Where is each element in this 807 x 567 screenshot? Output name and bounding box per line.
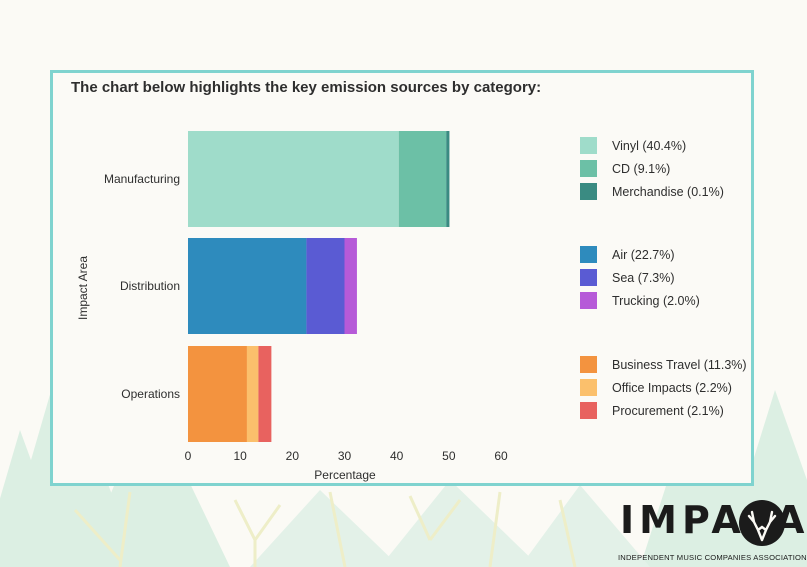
x-tick-label: 40 [390, 449, 404, 463]
antelope-icon [739, 500, 785, 546]
legend-label: Vinyl (40.4%) [612, 139, 686, 153]
legend-swatch [580, 160, 597, 177]
emissions-chart: Manufacturing Vinyl (40.4%) CD (9.1%) Merch… [76, 131, 747, 482]
legend-label: Air (22.7%) [612, 248, 675, 262]
bar-segment [188, 238, 307, 334]
x-tick-label: 0 [185, 449, 192, 463]
category-label: Operations [121, 387, 180, 401]
logo-subtitle: INDEPENDENT MUSIC COMPANIES ASSOCIATION [618, 553, 807, 562]
bar-segment [306, 238, 345, 334]
legend-label: CD (9.1%) [612, 162, 670, 176]
legend-label: Office Impacts (2.2%) [612, 381, 732, 395]
y-axis-label: Impact Area [76, 256, 90, 320]
legend-label: Trucking (2.0%) [612, 294, 700, 308]
legend-swatch [580, 292, 597, 309]
category-label: Manufacturing [104, 172, 180, 186]
bar-segment [188, 346, 247, 442]
bar-segment [446, 131, 450, 227]
legend-swatch [580, 246, 597, 263]
legend-swatch [580, 269, 597, 286]
chart-heading: The chart below highlights the key emiss… [71, 79, 542, 96]
x-tick-label: 50 [442, 449, 456, 463]
x-axis-label: Percentage [314, 468, 376, 482]
legend-label: Sea (7.3%) [612, 271, 675, 285]
impala-logo: IMPALA INDEPENDENT MUSIC COMPANIES ASSOC… [618, 496, 807, 564]
legend-swatch [580, 183, 597, 200]
category-label: Distribution [120, 279, 180, 293]
x-tick-label: 20 [286, 449, 300, 463]
legend-swatch [580, 137, 597, 154]
legend-swatch [580, 379, 597, 396]
legend-label: Procurement (2.1%) [612, 404, 724, 418]
bar-segment [188, 131, 399, 227]
x-tick-label: 30 [338, 449, 352, 463]
x-tick-label: 10 [233, 449, 247, 463]
legend-swatch [580, 402, 597, 419]
bar-segment [398, 131, 447, 227]
chart-card: The chart below highlights the key emiss… [50, 70, 754, 486]
x-tick-label: 60 [494, 449, 508, 463]
legend-label: Merchandise (0.1%) [612, 185, 724, 199]
bar-segment [246, 346, 259, 442]
legend-label: Business Travel (11.3%) [612, 358, 747, 372]
bar-segment [344, 238, 357, 334]
legend-swatch [580, 356, 597, 373]
bar-segment [258, 346, 272, 442]
